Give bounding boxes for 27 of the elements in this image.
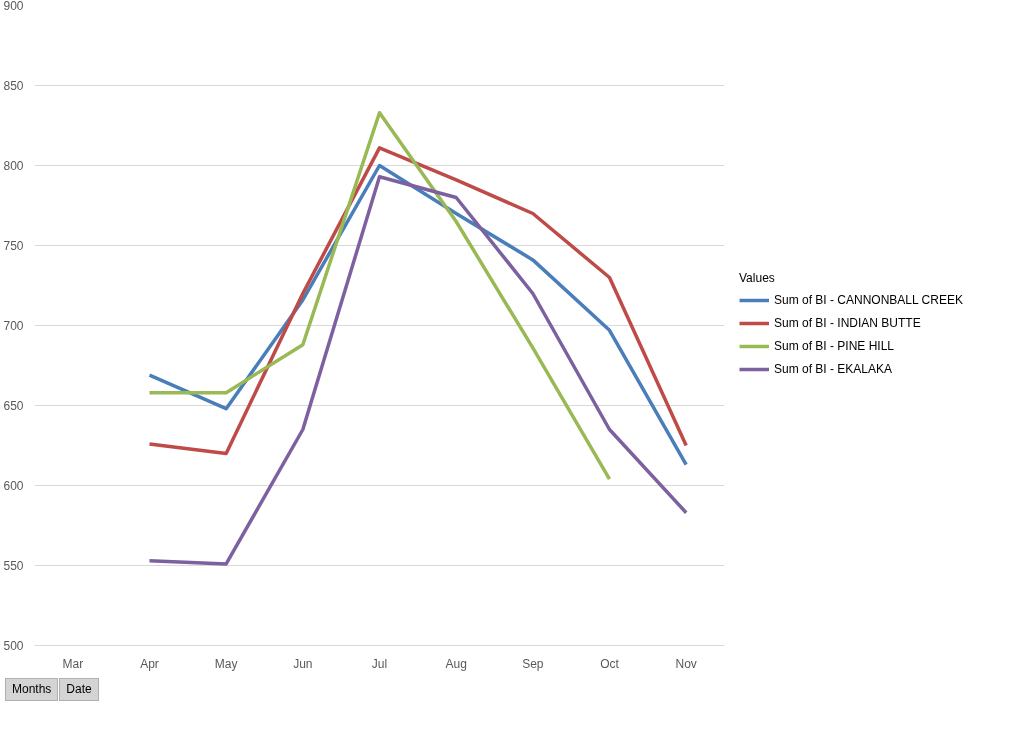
y-tick-label: 550 <box>3 559 24 573</box>
y-tick-label: 700 <box>3 319 24 333</box>
y-tick-label: 850 <box>3 79 24 93</box>
legend-label: Sum of BI - CANNONBALL CREEK <box>774 293 963 307</box>
x-tick-label: Oct <box>600 656 620 671</box>
text: Date <box>59 678 99 702</box>
y-tick-label: 500 <box>3 639 24 653</box>
y-tick-label: 800 <box>3 159 24 173</box>
x-tick-label: May <box>214 656 238 671</box>
legend-label: Sum of BI - PINE HILL <box>774 339 895 353</box>
y-tick-label: 600 <box>3 479 24 493</box>
legend-title: Values <box>739 271 776 285</box>
y-tick-label: 750 <box>3 239 24 253</box>
y-tick-label: 900 <box>3 0 24 13</box>
legend-label: Sum of BI - EKALAKA <box>774 362 893 376</box>
y-tick-label: 650 <box>3 399 24 413</box>
x-tick-label: Jul <box>371 656 388 671</box>
x-tick-label: Nov <box>675 656 697 671</box>
x-tick-label: Mar <box>62 656 84 671</box>
line-series <box>147 174 688 566</box>
x-tick-label: Aug <box>445 656 467 671</box>
x-tick-label: Sep <box>522 656 544 671</box>
x-tick-label: Apr <box>140 656 159 671</box>
x-tick-label: Jun <box>293 656 313 671</box>
legend-label: Sum of BI - INDIAN BUTTE <box>774 316 921 330</box>
text: Months <box>5 678 59 702</box>
line-series <box>147 110 612 481</box>
